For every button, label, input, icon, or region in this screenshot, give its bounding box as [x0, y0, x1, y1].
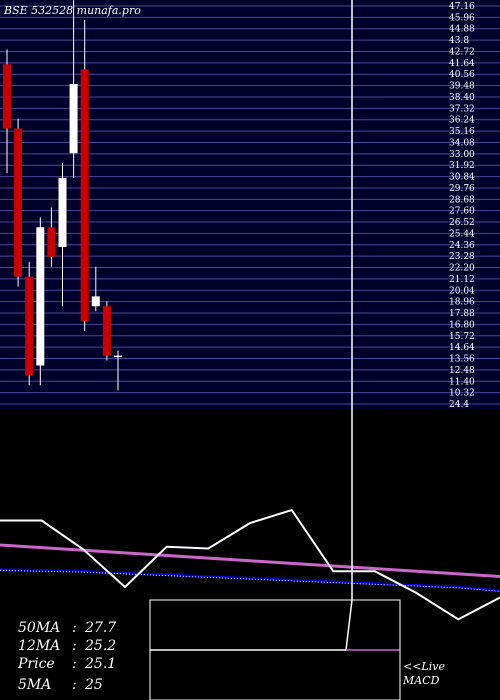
price-tick-label: 21.12: [449, 275, 475, 285]
price-tick-label: 27.60: [449, 207, 475, 217]
price-tick-label: 39.48: [449, 82, 475, 92]
price-tick-label: 42.72: [449, 47, 475, 57]
price-tick-label: 22.20: [449, 264, 475, 274]
price-tick-label: 29.76: [449, 184, 475, 194]
price-tick-label: 38.40: [449, 93, 475, 103]
dotted-line: [0, 569, 500, 592]
price-tick-label: 20.04: [449, 286, 475, 296]
price-axis-ticks: 47.1645.9644.8843.842.7241.6440.5639.483…: [449, 2, 475, 410]
candle-down: [14, 128, 23, 277]
price-tick-label: 34.08: [449, 138, 475, 148]
macd-live-label: <<Live: [403, 660, 445, 673]
stat-sep-price: :: [72, 656, 77, 672]
price-tick-label: 30.84: [449, 173, 475, 183]
price-tick-label: 16.80: [449, 320, 475, 330]
stat-sep-5ma: :: [72, 677, 77, 693]
price-tick-label: 35.16: [449, 127, 475, 137]
price-tick-label: 41.64: [449, 59, 475, 69]
price-tick-label: 44.88: [449, 25, 475, 35]
candle-up: [69, 84, 78, 154]
stat-label-12ma: 12MA: [18, 638, 60, 654]
stat-value-12ma: 25.2: [84, 638, 116, 654]
candle-up: [36, 227, 45, 366]
stat-label-price: Price: [17, 656, 55, 672]
price-tick-label: 45.96: [449, 13, 475, 23]
chart-title: BSE 532528 munafa.pro: [3, 4, 141, 17]
candle-up: [114, 355, 122, 358]
stat-sep-50ma: :: [72, 620, 77, 636]
price-tick-label: 15.72: [449, 332, 475, 342]
price-tick-label: 18.96: [449, 298, 475, 308]
blue-ma-line: [0, 568, 500, 592]
price-tick-label: 47.16: [449, 2, 475, 12]
macd-label: MACD: [402, 674, 440, 687]
price-tick-label: 40.56: [449, 70, 475, 80]
candle-down: [80, 69, 89, 322]
candles: [3, 0, 122, 391]
macd-box: [149, 599, 401, 700]
candle-up: [58, 177, 67, 247]
candle-down: [25, 276, 34, 376]
price-tick-label: 24.36: [449, 241, 475, 251]
price-tick-label: 33.00: [449, 150, 475, 160]
price-tick-label: 23.28: [449, 252, 475, 262]
price-tick-label: 43.8: [449, 36, 469, 46]
candle-down: [102, 306, 111, 356]
price-tick-label: 24.4: [449, 400, 469, 410]
price-tick-label: 26.52: [449, 218, 475, 228]
price-tick-label: 31.92: [449, 161, 475, 171]
candle-down: [47, 227, 56, 257]
price-tick-label: 17.88: [449, 309, 475, 319]
price-tick-label: 11.40: [449, 377, 475, 387]
candle-up: [91, 296, 100, 307]
stat-label-5ma: 5MA: [18, 677, 51, 693]
candle-down: [3, 64, 11, 129]
price-tick-label: 36.24: [449, 116, 475, 126]
price-tick-label: 12.48: [449, 366, 475, 376]
price-tick-label: 25.44: [449, 229, 475, 239]
price-tick-label: 14.64: [449, 343, 475, 353]
price-tick-label: 10.32: [449, 389, 475, 399]
price-tick-label: 28.68: [449, 195, 475, 205]
stat-value-price: 25.1: [84, 656, 116, 672]
indicator-panel: [0, 305, 500, 651]
price-tick-label: 13.56: [449, 355, 475, 365]
stat-sep-12ma: :: [72, 638, 77, 654]
price-panel: [0, 0, 500, 410]
stats-panel: 50MA : 27.7 12MA : 25.2 Price : 25.1 5MA…: [17, 620, 116, 693]
price-tick-label: 37.32: [449, 104, 475, 114]
stat-label-50ma: 50MA: [18, 620, 60, 636]
white-indicator-line: [0, 508, 500, 621]
stat-value-5ma: 25: [84, 677, 103, 693]
stat-value-50ma: 27.7: [84, 620, 116, 636]
